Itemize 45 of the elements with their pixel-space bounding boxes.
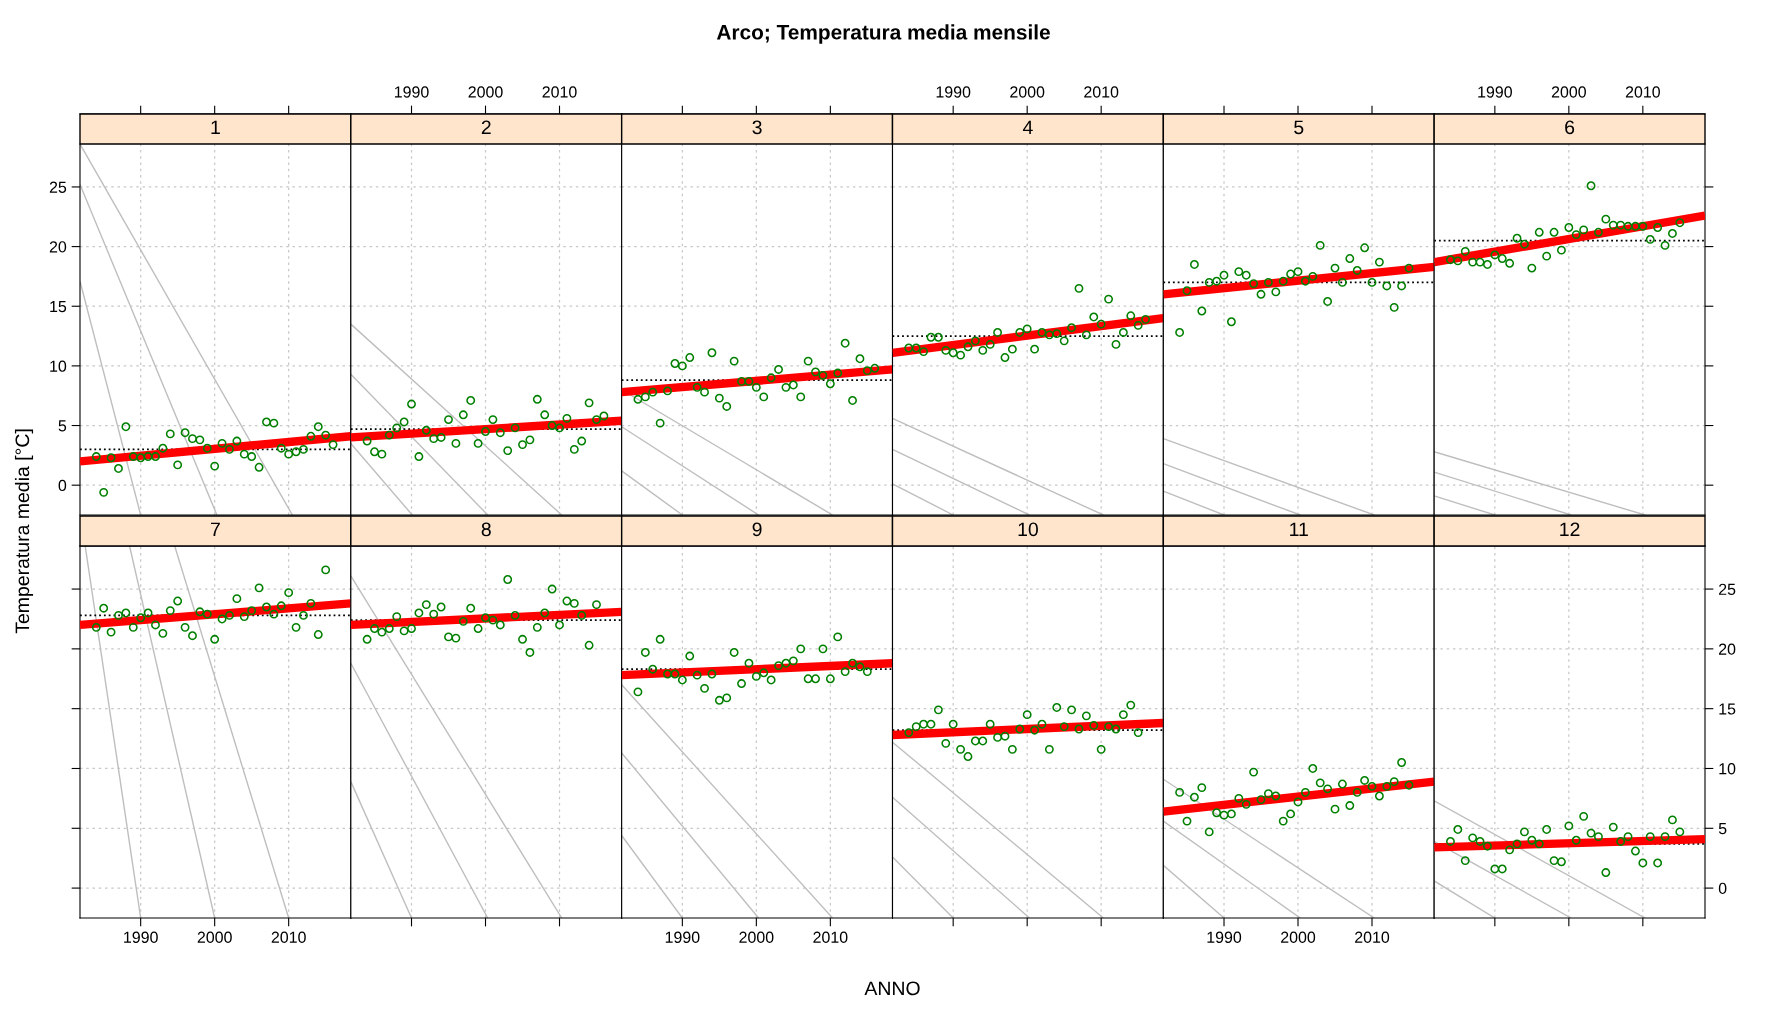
x-tick-label: 2000 (1551, 86, 1586, 98)
y-tick-label: 25 (1719, 583, 1736, 596)
chart-title: 7 (211, 522, 220, 537)
x-tick-label: 1990 (1478, 86, 1512, 98)
y-tick-label: 10 (1719, 763, 1736, 775)
x-tick-label: 2000 (739, 931, 774, 943)
y-tick-label: 15 (50, 301, 67, 313)
y-tick-label: 10 (50, 360, 67, 372)
x-tick-label: 1990 (1207, 931, 1242, 943)
y-tick-label: 20 (49, 241, 67, 253)
chart-title: 3 (752, 120, 762, 135)
x-tick-label: 2010 (542, 86, 577, 98)
chart-title: 8 (481, 522, 491, 537)
x-tick-label: 1990 (394, 86, 429, 98)
chart-title: 12 (1560, 522, 1580, 537)
y-tick-label: 0 (58, 479, 67, 492)
x-tick-label: 2000 (1281, 931, 1316, 943)
chart-title: 1 (211, 120, 220, 135)
y-tick-label: 0 (1718, 882, 1727, 895)
y-axis-title: Temperatura media [°C] (14, 429, 34, 634)
x-tick-label: 2010 (813, 931, 848, 943)
x-tick-label: 2000 (197, 931, 232, 943)
chart-title: 10 (1018, 522, 1038, 537)
chart-title: 9 (752, 522, 762, 537)
chart-title: 11 (1290, 522, 1308, 537)
y-tick-label: 15 (1719, 703, 1736, 715)
chart-title: 4 (1022, 120, 1033, 135)
x-tick-label: 2010 (1084, 86, 1119, 98)
y-tick-label: 20 (1719, 643, 1736, 655)
x-tick-label: 1990 (665, 931, 700, 943)
x-tick-label: 1990 (936, 86, 971, 98)
y-tick-label: 25 (49, 181, 67, 193)
x-tick-label: 2010 (1355, 931, 1390, 943)
x-tick-label: 2010 (1625, 86, 1660, 98)
y-tick-label: 5 (58, 420, 67, 432)
text: Arco; Temperatura media mensile (716, 24, 1050, 44)
x-tick-label: 2000 (1010, 86, 1045, 98)
chart-title: 6 (1565, 120, 1575, 135)
x-tick-label: 2000 (468, 86, 503, 98)
x-tick-label: 1990 (124, 931, 158, 943)
chart-title: 2 (481, 120, 491, 135)
chart-title: 5 (1294, 120, 1304, 135)
x-tick-label: 2010 (271, 931, 306, 943)
x-axis-title: ANNO (864, 981, 920, 996)
y-tick-label: 5 (1718, 823, 1727, 835)
